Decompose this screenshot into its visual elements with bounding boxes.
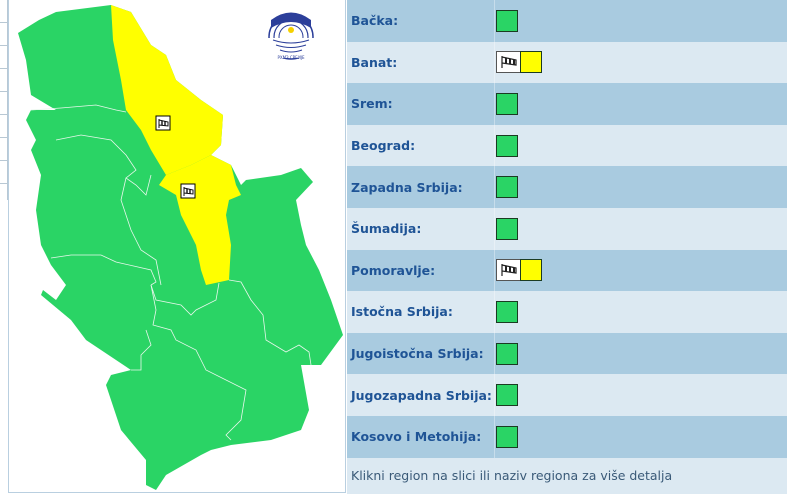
warning-level-yellow[interactable]: [520, 259, 542, 282]
region-link[interactable]: Banat:: [351, 54, 398, 70]
windsock-icon[interactable]: [180, 183, 196, 199]
region-row[interactable]: Pomoravlje:: [347, 249, 787, 292]
warning-level-green[interactable]: [496, 217, 518, 240]
region-link[interactable]: Jugoistočna Srbija:: [351, 346, 484, 362]
region-link[interactable]: Jugozapadna Srbija:: [351, 387, 492, 403]
windsock-icon[interactable]: [496, 259, 520, 282]
windsock-icon[interactable]: [496, 51, 520, 74]
status-cell: [494, 332, 518, 375]
status-cell: [494, 166, 518, 208]
region-warning-table: Bačka: Banat: Srem: Beograd: Zapadna Srbija:…: [347, 0, 787, 494]
status-cell: [494, 83, 518, 125]
warning-level-green[interactable]: [496, 384, 518, 407]
status-cell: [494, 249, 542, 292]
warning-level-green[interactable]: [496, 134, 518, 157]
region-row[interactable]: Srem:: [347, 83, 787, 125]
windsock-icon[interactable]: [155, 115, 171, 131]
region-link[interactable]: Bačka:: [351, 13, 399, 29]
logo: РХМЗ СРБИЈЕ: [266, 12, 316, 60]
region-green-area[interactable]: [18, 5, 343, 490]
status-cell: [494, 374, 518, 416]
status-cell: [494, 0, 518, 42]
svg-text:РХМЗ СРБИЈЕ: РХМЗ СРБИЈЕ: [277, 55, 305, 60]
region-link[interactable]: Srem:: [351, 96, 393, 112]
region-row[interactable]: Beograd:: [347, 124, 787, 167]
region-row[interactable]: Bačka:: [347, 0, 787, 42]
region-row[interactable]: Banat:: [347, 41, 787, 84]
region-borders: [30, 104, 312, 441]
region-row[interactable]: Šumadija:: [347, 207, 787, 250]
region-row[interactable]: Zapadna Srbija:: [347, 166, 787, 208]
region-link[interactable]: Pomoravlje:: [351, 262, 436, 278]
status-cell: [494, 124, 518, 167]
region-row[interactable]: Jugozapadna Srbija:: [347, 374, 787, 416]
region-link[interactable]: Beograd:: [351, 138, 416, 154]
serbia-warning-map[interactable]: РХМЗ СРБИЈЕ: [8, 0, 346, 493]
region-row[interactable]: Kosovo i Metohija:: [347, 415, 787, 458]
region-banat[interactable]: [111, 5, 223, 175]
status-cell: [494, 207, 518, 250]
region-link[interactable]: Istočna Srbija:: [351, 304, 453, 320]
status-cell: [494, 291, 518, 333]
warning-level-green[interactable]: [496, 425, 518, 448]
region-link[interactable]: Zapadna Srbija:: [351, 179, 463, 195]
status-cell: [494, 415, 518, 458]
region-link[interactable]: Šumadija:: [351, 221, 422, 237]
region-pomoravlje[interactable]: [159, 155, 241, 285]
status-cell: [494, 41, 542, 84]
warning-level-green[interactable]: [496, 176, 518, 199]
warning-level-yellow[interactable]: [520, 51, 542, 74]
warning-level-green[interactable]: [496, 342, 518, 365]
region-row[interactable]: Jugoistočna Srbija:: [347, 332, 787, 375]
warning-level-green[interactable]: [496, 92, 518, 115]
warning-level-green[interactable]: [496, 300, 518, 323]
region-row[interactable]: Istočna Srbija:: [347, 291, 787, 333]
footer-hint: Klikni region na slici ili naziv regiona…: [347, 457, 787, 494]
warning-level-green[interactable]: [496, 9, 518, 32]
left-edge-strip: [0, 0, 8, 200]
region-link[interactable]: Kosovo i Metohija:: [351, 429, 482, 445]
